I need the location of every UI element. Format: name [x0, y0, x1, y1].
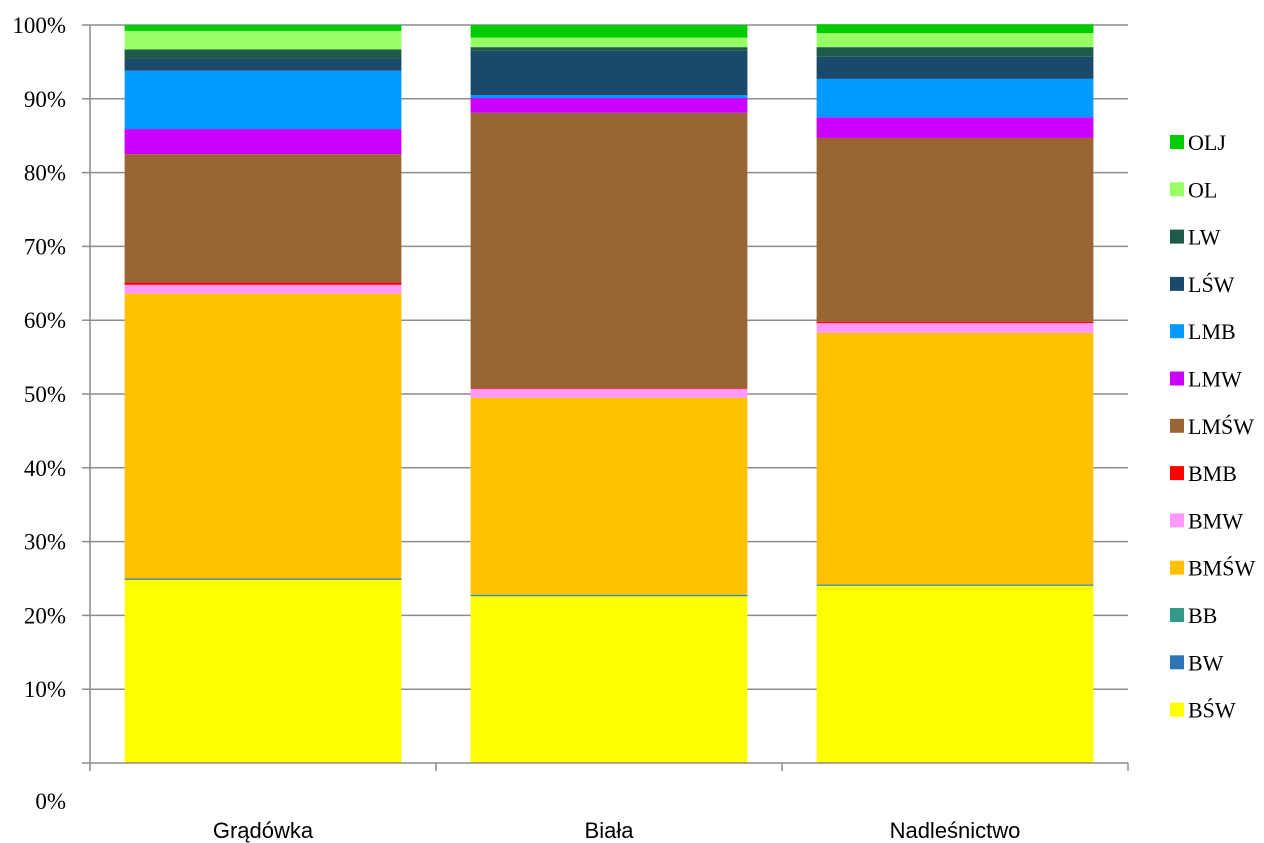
bar-segment — [124, 579, 402, 580]
bar-segment — [124, 58, 402, 71]
y-tick-label: 60% — [24, 308, 66, 333]
legend-swatch — [1170, 276, 1184, 291]
bar-segment — [816, 584, 1094, 586]
bar-segment — [124, 154, 402, 283]
y-tick-label: 80% — [24, 161, 66, 186]
bar-segment — [470, 25, 748, 38]
legend-swatch — [1170, 135, 1184, 149]
bar-segment — [470, 397, 748, 595]
bar-segment — [470, 595, 748, 597]
bar-segment — [470, 388, 748, 398]
legend-swatch — [1170, 182, 1184, 197]
bar-segment — [470, 388, 748, 389]
legend-swatch — [1170, 513, 1184, 528]
legend-label: LŚW — [1188, 272, 1235, 297]
bar-segment — [124, 49, 402, 59]
bar-segment — [124, 30, 402, 50]
bar-segment — [816, 332, 1094, 585]
bar-segment — [470, 596, 748, 763]
legend-label: LW — [1188, 225, 1221, 250]
bar-segment — [124, 579, 402, 763]
legend-swatch — [1170, 371, 1184, 386]
legend-label: BMW — [1188, 508, 1243, 533]
bar-segment — [470, 37, 748, 48]
bar-segment — [470, 594, 748, 596]
bar-segment — [470, 50, 748, 96]
bar-segment — [124, 578, 402, 580]
legend-label: BMŚW — [1188, 556, 1255, 581]
legend-label: LMW — [1188, 367, 1242, 392]
y-tick-label: 30% — [24, 530, 66, 555]
legend-label: OL — [1188, 177, 1217, 202]
legend-label: OLJ — [1188, 130, 1226, 155]
x-tick-label: Grądówka — [213, 818, 314, 843]
bar-segment — [470, 95, 748, 99]
bars — [124, 24, 1094, 763]
bar-segment — [470, 98, 748, 113]
bar-segment — [816, 137, 1094, 322]
bar-segment — [124, 282, 402, 285]
y-tick-label: 50% — [24, 382, 66, 407]
y-tick-label: 0% — [35, 789, 66, 814]
legend-swatch — [1170, 560, 1184, 575]
y-tick-label: 40% — [24, 456, 66, 481]
bar-segment — [470, 47, 748, 51]
bar-segment — [816, 33, 1094, 48]
bar-segment — [816, 47, 1094, 57]
axes: 0% 10% 20% 30% 40% 50% 60% 70% 80% 90% 100% Grądówk… — [12, 13, 1129, 843]
x-tick-label: Nadleśnictwo — [890, 818, 1021, 843]
legend: OLJ OL LW LŚW LMB LMW LMŚW BMB BMW BMŚW BB BW BŚW — [1170, 130, 1255, 723]
legend-swatch — [1170, 324, 1184, 339]
bar-segment — [816, 78, 1094, 118]
legend-label: BŚW — [1188, 698, 1236, 723]
bar-segment — [816, 321, 1094, 324]
bar-segment — [470, 112, 748, 389]
bar-segment — [816, 56, 1094, 79]
y-tick-label: 100% — [12, 13, 66, 38]
y-tick-label: 10% — [24, 677, 66, 702]
legend-label: BMB — [1188, 461, 1237, 486]
legend-swatch — [1170, 229, 1184, 244]
legend-label: BB — [1188, 603, 1217, 628]
legend-swatch — [1170, 608, 1184, 622]
legend-swatch — [1170, 418, 1184, 433]
bar-segment — [816, 24, 1094, 34]
y-tick-label: 90% — [24, 87, 66, 112]
bar-segment — [124, 70, 402, 130]
legend-label: LMB — [1188, 319, 1236, 344]
legend-label: LMŚW — [1188, 414, 1254, 439]
bar-segment — [124, 25, 402, 31]
legend-swatch — [1170, 655, 1184, 670]
bar-segment — [124, 293, 402, 579]
bar-segment — [124, 129, 402, 155]
legend-label: BW — [1188, 650, 1224, 675]
bar-segment — [124, 284, 402, 294]
y-tick-label: 70% — [24, 234, 66, 259]
bar-segment — [816, 585, 1094, 586]
legend-swatch — [1170, 466, 1184, 481]
bar-segment — [816, 585, 1094, 763]
bar-segment — [816, 323, 1094, 333]
y-tick-label: 20% — [24, 603, 66, 628]
bar-segment — [816, 117, 1094, 138]
legend-swatch — [1170, 702, 1184, 717]
x-tick-label: Biała — [585, 818, 635, 843]
